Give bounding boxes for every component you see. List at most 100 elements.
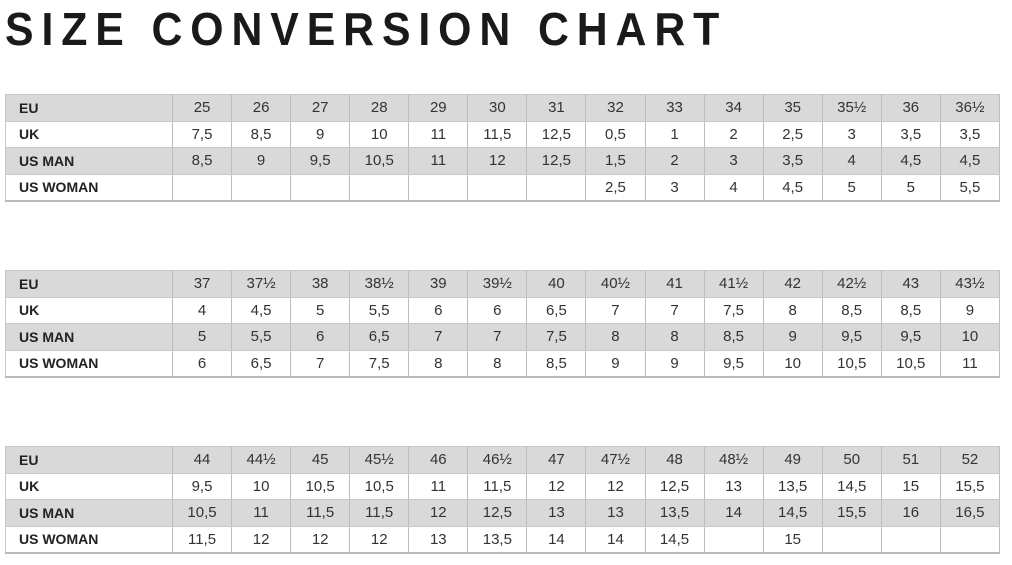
size-cell [704, 526, 764, 554]
size-cell: 12 [585, 473, 646, 500]
size-cell: 9,5 [704, 350, 764, 378]
table-row-us-woman: US WOMAN 11,5 12 12 12 13 13,5 14 14 14,5 15 [5, 526, 1001, 554]
size-cell: 4,5 [940, 147, 1001, 175]
size-cell: 6 [408, 297, 469, 324]
size-cell: 38½ [349, 270, 410, 298]
size-cell: 4 [172, 297, 233, 324]
size-cell: 8 [585, 323, 646, 351]
table-row-eu: EU 37 37½ 38 38½ 39 39½ 40 40½ 41 41½ 42 42½ 43 43½ [5, 270, 1001, 298]
size-cell [290, 174, 351, 202]
size-cell: 12 [231, 526, 292, 554]
size-cell: 42 [763, 270, 823, 298]
size-cell: 13 [585, 499, 646, 527]
row-label: EU [5, 270, 173, 298]
size-cell: 52 [940, 446, 1001, 474]
size-cell: 14,5 [645, 526, 705, 554]
size-cell: 15,5 [822, 499, 882, 527]
size-cell: 39½ [467, 270, 528, 298]
size-cell: 11 [408, 473, 469, 500]
size-cell: 29 [408, 94, 469, 122]
row-label: EU [5, 446, 173, 474]
size-cell [172, 174, 233, 202]
size-cell: 36½ [940, 94, 1001, 122]
size-cell: 7,5 [349, 350, 410, 378]
size-cell: 41½ [704, 270, 764, 298]
size-cell: 32 [585, 94, 646, 122]
size-cell: 7,5 [526, 323, 587, 351]
size-cell: 10,5 [290, 473, 351, 500]
page-title: SIZE CONVERSION CHART [5, 3, 728, 55]
size-cell: 11,5 [467, 121, 528, 148]
row-label: US MAN [5, 323, 173, 351]
size-cell: 7,5 [172, 121, 233, 148]
size-cell: 46½ [467, 446, 528, 474]
size-cell: 10,5 [349, 147, 410, 175]
size-cell: 14 [526, 526, 587, 554]
size-cell: 48 [645, 446, 705, 474]
row-label: US WOMAN [5, 526, 173, 554]
size-cell: 4,5 [763, 174, 823, 202]
size-cell: 9,5 [881, 323, 941, 351]
row-label: US MAN [5, 147, 173, 175]
size-cell: 5 [290, 297, 351, 324]
size-cell: 46 [408, 446, 469, 474]
size-cell: 27 [290, 94, 351, 122]
size-cell: 35½ [822, 94, 882, 122]
size-cell: 47½ [585, 446, 646, 474]
size-table: EU 44 44½ 45 45½ 46 46½ 47 47½ 48 48½ 49 50 51 52 UK 9,5… [5, 446, 1001, 554]
table-row-us-woman: US WOMAN 6 6,5 7 7,5 8 8 8,5 9 9 9,5 10 10,5 10,5 11 [5, 350, 1001, 378]
size-cell: 26 [231, 94, 292, 122]
size-cell: 7 [585, 297, 646, 324]
size-cell: 43 [881, 270, 941, 298]
row-label: UK [5, 473, 173, 500]
size-cell: 9,5 [172, 473, 233, 500]
size-cell [822, 526, 882, 554]
size-cell: 33 [645, 94, 705, 122]
size-cell: 4,5 [231, 297, 292, 324]
size-cell: 12,5 [645, 473, 705, 500]
size-cell [881, 526, 941, 554]
table-row-eu: EU 44 44½ 45 45½ 46 46½ 47 47½ 48 48½ 49 50 51 52 [5, 446, 1001, 474]
size-cell: 37½ [231, 270, 292, 298]
size-cell: 7 [290, 350, 351, 378]
row-label: US WOMAN [5, 174, 173, 202]
size-cell: 8 [408, 350, 469, 378]
size-cell: 12 [467, 147, 528, 175]
size-cell: 13 [704, 473, 764, 500]
size-cell: 11,5 [349, 499, 410, 527]
table-row-eu: EU 25 26 27 28 29 30 31 32 33 34 35 35½ 36 36½ [5, 94, 1001, 122]
size-cell: 8 [467, 350, 528, 378]
size-cell: 5 [881, 174, 941, 202]
size-cell: 5,5 [231, 323, 292, 351]
size-cell: 12 [290, 526, 351, 554]
size-cell: 3 [645, 174, 705, 202]
size-cell: 5,5 [349, 297, 410, 324]
size-cell: 13,5 [763, 473, 823, 500]
size-cell: 3,5 [763, 147, 823, 175]
size-cell: 16 [881, 499, 941, 527]
size-cell: 12,5 [526, 147, 587, 175]
size-cell: 9 [645, 350, 705, 378]
size-cell: 30 [467, 94, 528, 122]
row-label: US MAN [5, 499, 173, 527]
size-cell: 14,5 [822, 473, 882, 500]
size-cell: 5,5 [940, 174, 1001, 202]
size-cell: 7 [467, 323, 528, 351]
size-cell: 11 [940, 350, 1001, 378]
size-cell: 9,5 [290, 147, 351, 175]
size-cell: 10 [349, 121, 410, 148]
size-cell: 13 [408, 526, 469, 554]
size-cell: 4 [704, 174, 764, 202]
row-label: EU [5, 94, 173, 122]
size-cell: 9 [763, 323, 823, 351]
size-cell [349, 174, 410, 202]
size-cell: 10,5 [822, 350, 882, 378]
size-cell: 42½ [822, 270, 882, 298]
size-cell: 44½ [231, 446, 292, 474]
size-cell: 6 [290, 323, 351, 351]
size-cell: 40½ [585, 270, 646, 298]
size-cell [940, 526, 1001, 554]
size-cell: 11 [231, 499, 292, 527]
size-cell: 10,5 [172, 499, 233, 527]
size-cell: 2,5 [763, 121, 823, 148]
